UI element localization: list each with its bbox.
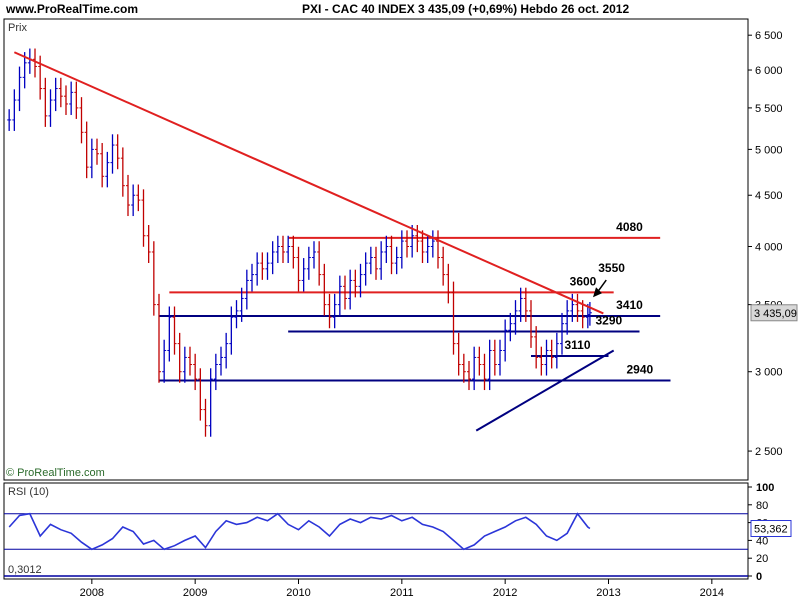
rsi-tick-label: 80 <box>756 500 768 512</box>
chart-header-title: PXI - CAC 40 INDEX 3 435,09 (+0,69%) Heb… <box>302 2 630 16</box>
price-tick-label: 6 500 <box>755 30 783 42</box>
rsi-tick-label: 20 <box>756 553 768 565</box>
level-label-4080: 4080 <box>616 220 643 234</box>
top-bar: www.ProRealTime.com PXI - CAC 40 INDEX 3… <box>0 0 800 18</box>
rsi-corner-label: 0,3012 <box>8 564 42 576</box>
rsi-reference-lines <box>4 513 748 550</box>
last-price-label: 3 435,09 <box>754 308 797 320</box>
price-tick-label: 5 000 <box>755 144 783 156</box>
price-tick-label: 6 000 <box>755 65 783 77</box>
level-label-3600: 3600 <box>570 274 597 288</box>
time-tick-label: 2012 <box>493 587 517 599</box>
rsi-series <box>8 512 591 551</box>
level-label-3410: 3410 <box>616 298 643 312</box>
last-price-box: 3 435,09 <box>750 304 798 322</box>
last-rsi-label: 53,362 <box>754 524 788 536</box>
rsi-tick-label: 0 <box>756 571 762 583</box>
rsi-panel-label: RSI (10) <box>8 486 49 498</box>
rsi-tick-label: 100 <box>756 482 774 494</box>
time-tick-label: 2009 <box>183 587 207 599</box>
last-rsi-box: 53,362 <box>750 520 792 538</box>
rsi-tick-label: 40 <box>756 535 768 547</box>
price-tick-label: 4 500 <box>755 190 783 202</box>
horizontal-levels: 4080 3600 3410 3290 3110 2940 <box>159 220 671 382</box>
support-uptrend-line <box>475 349 615 432</box>
rsi-line <box>8 512 591 551</box>
annotation-arrow-head <box>593 287 602 298</box>
time-tick-label: 2010 <box>286 587 310 599</box>
level-label-2940: 2940 <box>627 363 654 377</box>
level-label-3110: 3110 <box>565 338 591 352</box>
price-tick-label: 3 000 <box>755 367 783 379</box>
trendlines <box>13 51 615 432</box>
level-label-3290: 3290 <box>596 314 623 328</box>
price-bars <box>7 48 592 437</box>
time-tick-label: 2013 <box>596 587 620 599</box>
time-tick-label: 2011 <box>390 587 414 599</box>
price-tick-label: 5 500 <box>755 103 783 115</box>
copyright-text: © ProRealTime.com <box>6 467 105 479</box>
time-tick-label: 2014 <box>700 587 724 599</box>
rsi-panel-frame <box>3 482 749 580</box>
site-link[interactable]: www.ProRealTime.com <box>6 2 139 16</box>
annotation-3550: 3550 <box>598 261 625 275</box>
resistance-downtrend-line <box>13 51 604 315</box>
price-tick-label: 4 000 <box>755 242 783 254</box>
time-axis: 2008 2009 2010 2011 2012 2013 2014 <box>80 579 724 599</box>
annotations: 3550 <box>593 261 625 298</box>
price-panel-label: Prix <box>8 22 27 34</box>
price-tick-label: 2 500 <box>755 446 783 458</box>
time-tick-label: 2008 <box>80 587 104 599</box>
